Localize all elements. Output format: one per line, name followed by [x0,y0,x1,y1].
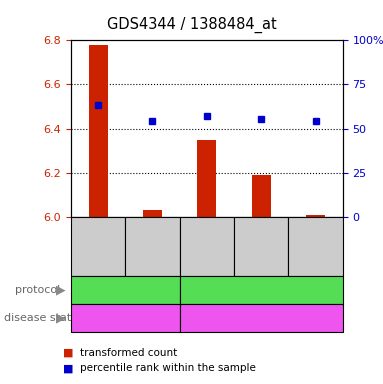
Text: ■: ■ [63,363,74,373]
Text: disease state: disease state [4,313,78,323]
Text: percentile rank within the sample: percentile rank within the sample [80,363,256,373]
Text: ▶: ▶ [56,284,66,297]
Bar [306,215,325,217]
Text: obese: obese [110,313,141,323]
Text: GSM906555: GSM906555 [93,217,103,276]
Text: standard diet fed: standard diet fed [216,285,306,295]
Text: GSM906557: GSM906557 [202,217,212,276]
Text: protocol: protocol [15,285,61,295]
Text: cafeteria diet fed: cafeteria diet fed [80,285,170,295]
Text: GDS4344 / 1388484_at: GDS4344 / 1388484_at [106,17,277,33]
Text: ▶: ▶ [56,311,66,324]
Bar [252,175,271,217]
Text: transformed count: transformed count [80,348,178,358]
Bar [88,45,108,217]
Text: GSM906559: GSM906559 [311,217,321,276]
Bar [197,140,216,217]
Text: GSM906558: GSM906558 [256,217,266,276]
Text: GSM906556: GSM906556 [147,217,157,276]
Text: ■: ■ [63,348,74,358]
Bar [143,210,162,217]
Text: lean: lean [250,313,272,323]
